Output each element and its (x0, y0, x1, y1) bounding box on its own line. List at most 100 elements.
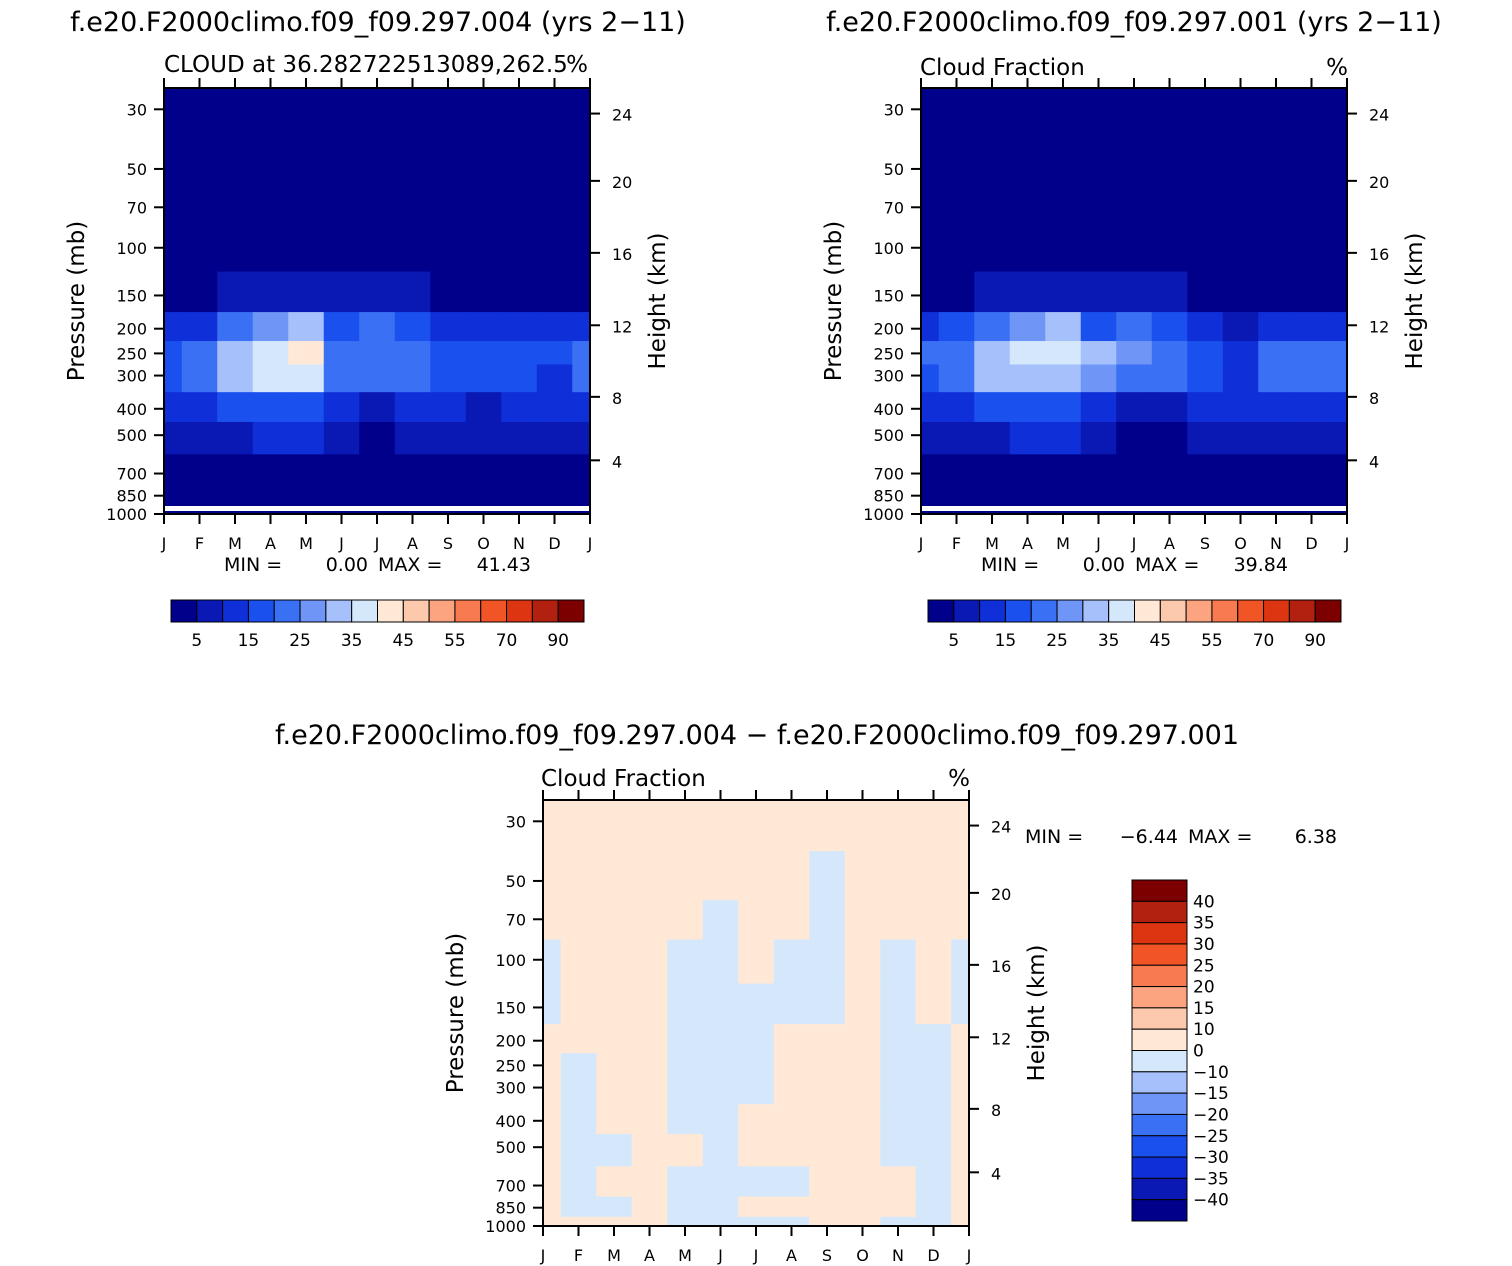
heatmap-cell (164, 139, 183, 189)
heatmap-cell (702, 851, 739, 901)
y-right-tick-label: 24 (1369, 106, 1389, 125)
y-tick-label: 70 (506, 910, 526, 929)
heatmap-cell (1080, 188, 1117, 229)
heatmap-cell (181, 227, 218, 273)
heatmap-cell (1187, 188, 1224, 229)
heatmap-cell (323, 484, 360, 506)
colorbar-label: 15 (1193, 999, 1215, 1019)
heatmap-cell (809, 1024, 846, 1054)
heatmap-cell (164, 227, 183, 273)
x-tick-label: J (540, 1246, 546, 1265)
panel-2-min-label: MIN = (981, 554, 1039, 576)
heatmap-cell (880, 1133, 917, 1167)
panel-3-subtitle: Cloud Fraction (541, 766, 706, 792)
heatmap-cell (974, 364, 1011, 393)
panel-2-min-value: 0.00 (1083, 554, 1125, 576)
heatmap-cell (844, 1076, 881, 1105)
y-right-tick-label: 8 (1369, 389, 1379, 408)
surface-band (921, 506, 1347, 511)
heatmap-cell (702, 1076, 739, 1105)
colorbar-swatch (1108, 599, 1135, 623)
heatmap-cell (572, 392, 591, 423)
heatmap-cell (359, 271, 396, 313)
heatmap-cell (1329, 484, 1348, 506)
y-tick-label: 1000 (106, 505, 147, 524)
heatmap-cell (430, 392, 467, 423)
heatmap-cell (773, 1024, 810, 1054)
heatmap-cell (1009, 341, 1046, 365)
heatmap-cell (252, 421, 289, 455)
x-tick-label: A (1022, 534, 1033, 553)
heatmap-cell (809, 851, 846, 901)
heatmap-cell (164, 188, 183, 229)
heatmap-cell (1080, 312, 1117, 342)
heatmap-cell (501, 139, 538, 189)
colorbar-swatch (1211, 599, 1239, 623)
heatmap-cell (164, 392, 183, 423)
y-right-tick-label: 8 (991, 1101, 1001, 1120)
colorbar-swatch (170, 599, 198, 623)
heatmap-cell (252, 364, 289, 393)
colorbar-swatch (480, 599, 508, 623)
heatmap-cell (1116, 421, 1153, 455)
heatmap-cell (394, 421, 431, 455)
heatmap-cell (430, 139, 467, 189)
heatmap-cell (596, 1024, 633, 1054)
panel-1-min-value: 0.00 (326, 554, 368, 576)
heatmap-cell (773, 983, 810, 1025)
heatmap-cell (880, 1196, 917, 1218)
y-tick-label: 150 (116, 286, 147, 305)
heatmap-cell (1045, 364, 1082, 393)
heatmap-cell (1116, 139, 1153, 189)
heatmap-cell (465, 139, 502, 189)
heatmap-cell (773, 900, 810, 941)
heatmap-cell (359, 421, 396, 455)
heatmap-cell (217, 271, 254, 313)
heatmap-cell (1329, 139, 1348, 189)
colorbar-swatch (1159, 599, 1187, 623)
colorbar-swatch (222, 599, 249, 623)
panel-3-max-label: MAX = (1188, 826, 1252, 848)
panel-1: f.e20.F2000climo.f09_f09.297.004 (yrs 2−… (64, 7, 686, 651)
heatmap-cell (738, 983, 775, 1025)
heatmap-cell (1151, 312, 1188, 342)
x-tick-label: F (574, 1246, 583, 1265)
heatmap-cell (702, 1053, 739, 1077)
heatmap-cell (572, 364, 591, 393)
heatmap-cell (288, 312, 325, 342)
y-tick-label: 250 (873, 344, 904, 363)
heatmap-cell (465, 484, 502, 506)
heatmap-cell (880, 983, 917, 1025)
y-tick-label: 700 (116, 465, 147, 484)
heatmap-cell (217, 392, 254, 423)
y-right-tick-label: 16 (612, 245, 632, 264)
heatmap-cell (536, 364, 573, 393)
x-tick-label: J (1095, 534, 1101, 553)
heatmap-cell (536, 392, 573, 423)
heatmap-cell (536, 88, 573, 140)
heatmap-cell (809, 1076, 846, 1105)
heatmap-cell (394, 312, 431, 342)
heatmap-cell (501, 227, 538, 273)
colorbar-label: 5 (948, 631, 959, 651)
heatmap-cell (631, 800, 668, 852)
heatmap-cell (702, 1104, 739, 1135)
heatmap-cell (1116, 392, 1153, 423)
y-right-tick-label: 12 (991, 1029, 1011, 1048)
colorbar-swatch (1134, 599, 1161, 623)
colorbar-swatch (1131, 1156, 1188, 1179)
y-tick-label: 400 (116, 400, 147, 419)
colorbar-swatch (247, 599, 275, 623)
panel-2-colorbar: 5 15 25 35 45 55 70 90 (927, 599, 1342, 651)
colorbar-label: −15 (1193, 1084, 1229, 1104)
colorbar-swatch (1131, 1007, 1188, 1030)
heatmap-cell (1258, 271, 1295, 313)
heatmap-cell (252, 227, 289, 273)
heatmap-cell (773, 851, 810, 901)
heatmap-cell (938, 88, 975, 140)
heatmap-cell (1329, 392, 1348, 423)
heatmap-cell (543, 851, 562, 901)
heatmap-cell (217, 454, 254, 486)
heatmap-cell (501, 271, 538, 313)
